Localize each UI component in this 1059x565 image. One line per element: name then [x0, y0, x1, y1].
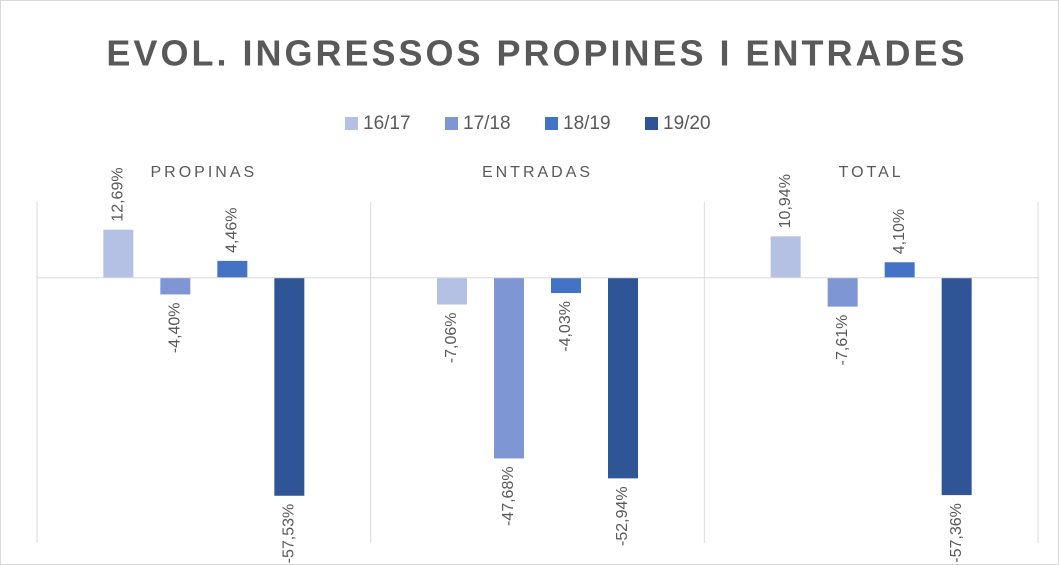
value-label: -57,36% — [948, 503, 965, 563]
bar — [217, 260, 248, 278]
bar — [827, 277, 858, 307]
legend-label: 16/17 — [363, 113, 411, 134]
value-label: -4,40% — [167, 302, 184, 353]
legend-label: 19/20 — [663, 113, 711, 134]
value-label: -7,61% — [834, 315, 851, 366]
value-label: 4,10% — [891, 209, 908, 254]
bar — [941, 277, 972, 496]
bar — [551, 277, 581, 294]
value-label: -47,68% — [500, 466, 517, 526]
legend-label: 18/19 — [563, 113, 611, 134]
value-label: 10,94% — [777, 174, 794, 228]
bar — [103, 229, 134, 278]
legend-swatch — [545, 117, 558, 130]
bar — [160, 277, 191, 295]
value-label: -52,94% — [614, 486, 631, 546]
category-label: ENTRADAS — [482, 164, 593, 181]
bar — [884, 262, 915, 278]
legend-swatch — [345, 117, 358, 130]
value-label: -4,03% — [557, 301, 574, 352]
value-label: -57,53% — [281, 504, 298, 564]
legend-swatch — [645, 117, 658, 130]
bar — [437, 277, 467, 305]
bar — [274, 277, 305, 496]
legend-swatch — [445, 117, 458, 130]
bar — [494, 277, 524, 459]
value-label: 12,69% — [110, 167, 127, 221]
value-label: 4,46% — [224, 208, 241, 253]
category-label: TOTAL — [839, 164, 904, 181]
bar — [770, 236, 801, 278]
value-label: -7,06% — [443, 313, 460, 364]
legend-label: 17/18 — [463, 113, 511, 134]
bar — [608, 277, 638, 479]
category-label: PROPINAS — [150, 164, 257, 181]
chart-title: EVOL. INGRESSOS PROPINES I ENTRADES — [106, 33, 967, 74]
